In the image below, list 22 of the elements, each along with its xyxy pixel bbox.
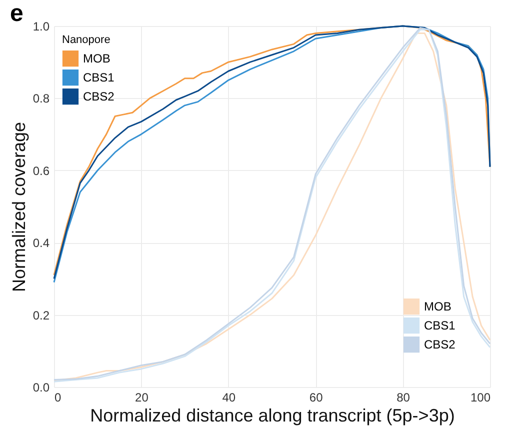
y-tick-label: 1.0 bbox=[32, 20, 50, 34]
x-tick-label: 60 bbox=[309, 390, 324, 404]
panel-letter: e bbox=[10, 0, 24, 28]
legend-title: Nanopore bbox=[62, 34, 110, 46]
legend-label: MOB bbox=[83, 52, 110, 66]
legend-label: CBS2 bbox=[424, 338, 456, 352]
legend-label: CBS1 bbox=[83, 70, 115, 84]
y-tick-label: 0.8 bbox=[32, 92, 50, 106]
x-tick-label: 40 bbox=[222, 390, 236, 404]
legend-label: MOB bbox=[424, 300, 452, 314]
x-tick-label: 20 bbox=[135, 390, 149, 404]
y-tick-label: 0.6 bbox=[32, 164, 50, 178]
x-axis-title: Normalized distance along transcript (5p->3p) bbox=[90, 406, 455, 426]
x-tick-label: 100 bbox=[470, 390, 491, 404]
y-tick-label: 0.4 bbox=[32, 236, 50, 250]
y-axis-title: Normalized coverage bbox=[8, 122, 29, 292]
legend-label: CBS2 bbox=[83, 90, 115, 104]
y-tick-label: 0.2 bbox=[32, 308, 50, 322]
y-tick-label: 0.0 bbox=[32, 380, 50, 394]
x-tick-label: 0 bbox=[54, 390, 62, 404]
x-tick-label: 80 bbox=[396, 390, 410, 404]
legend-label: CBS1 bbox=[424, 318, 456, 332]
